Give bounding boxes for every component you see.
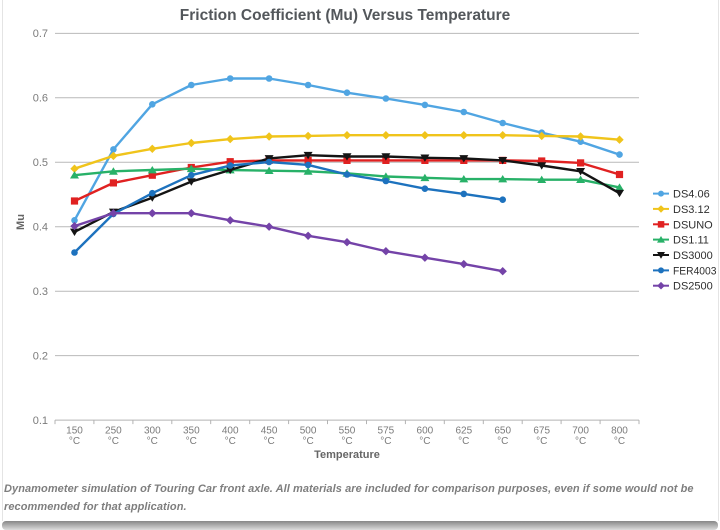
svg-text:0.3: 0.3: [33, 286, 48, 298]
svg-text:700: 700: [572, 426, 589, 437]
svg-text:Mu: Mu: [15, 214, 27, 230]
svg-text:575: 575: [378, 426, 395, 437]
svg-text:°C: °C: [536, 436, 547, 447]
svg-text:675: 675: [533, 426, 550, 437]
svg-text:600: 600: [417, 426, 434, 437]
svg-text:°C: °C: [380, 436, 391, 447]
svg-text:550: 550: [339, 426, 356, 437]
svg-text:DS4.06: DS4.06: [673, 189, 710, 201]
svg-text:°C: °C: [69, 436, 80, 447]
svg-text:625: 625: [455, 426, 472, 437]
svg-text:°C: °C: [458, 436, 469, 447]
svg-text:150: 150: [66, 426, 83, 437]
svg-text:0.7: 0.7: [33, 28, 48, 40]
svg-text:450: 450: [261, 426, 278, 437]
svg-text:°C: °C: [108, 436, 119, 447]
svg-text:0.2: 0.2: [33, 350, 48, 362]
svg-text:650: 650: [494, 426, 511, 437]
svg-text:°C: °C: [419, 436, 430, 447]
svg-text:°C: °C: [575, 436, 586, 447]
svg-text:250: 250: [105, 426, 122, 437]
svg-text:°C: °C: [225, 436, 236, 447]
svg-text:800: 800: [611, 426, 628, 437]
svg-text:DS1.11: DS1.11: [673, 235, 709, 247]
svg-text:DS2500: DS2500: [673, 281, 713, 293]
svg-text:DS3.12: DS3.12: [673, 204, 710, 216]
svg-text:DS3000: DS3000: [673, 250, 713, 262]
svg-text:Friction Coefficient (Mu) Vers: Friction Coefficient (Mu) Versus Tempera…: [180, 7, 511, 24]
svg-text:350: 350: [183, 426, 200, 437]
svg-text:0.5: 0.5: [33, 157, 48, 169]
svg-text:°C: °C: [341, 436, 352, 447]
svg-text:°C: °C: [263, 436, 274, 447]
svg-text:0.4: 0.4: [33, 222, 48, 234]
svg-text:500: 500: [300, 426, 317, 437]
svg-text:°C: °C: [302, 436, 313, 447]
svg-text:0.6: 0.6: [33, 93, 48, 105]
svg-text:FER4003: FER4003: [673, 265, 717, 277]
svg-text:0.1: 0.1: [33, 415, 48, 427]
svg-text:300: 300: [144, 426, 161, 437]
svg-text:400: 400: [222, 426, 239, 437]
svg-text:DSUNO: DSUNO: [673, 219, 713, 231]
svg-text:Temperature: Temperature: [314, 449, 380, 461]
svg-text:°C: °C: [147, 436, 158, 447]
svg-text:°C: °C: [614, 436, 625, 447]
svg-text:°C: °C: [186, 436, 197, 447]
svg-text:°C: °C: [497, 436, 508, 447]
